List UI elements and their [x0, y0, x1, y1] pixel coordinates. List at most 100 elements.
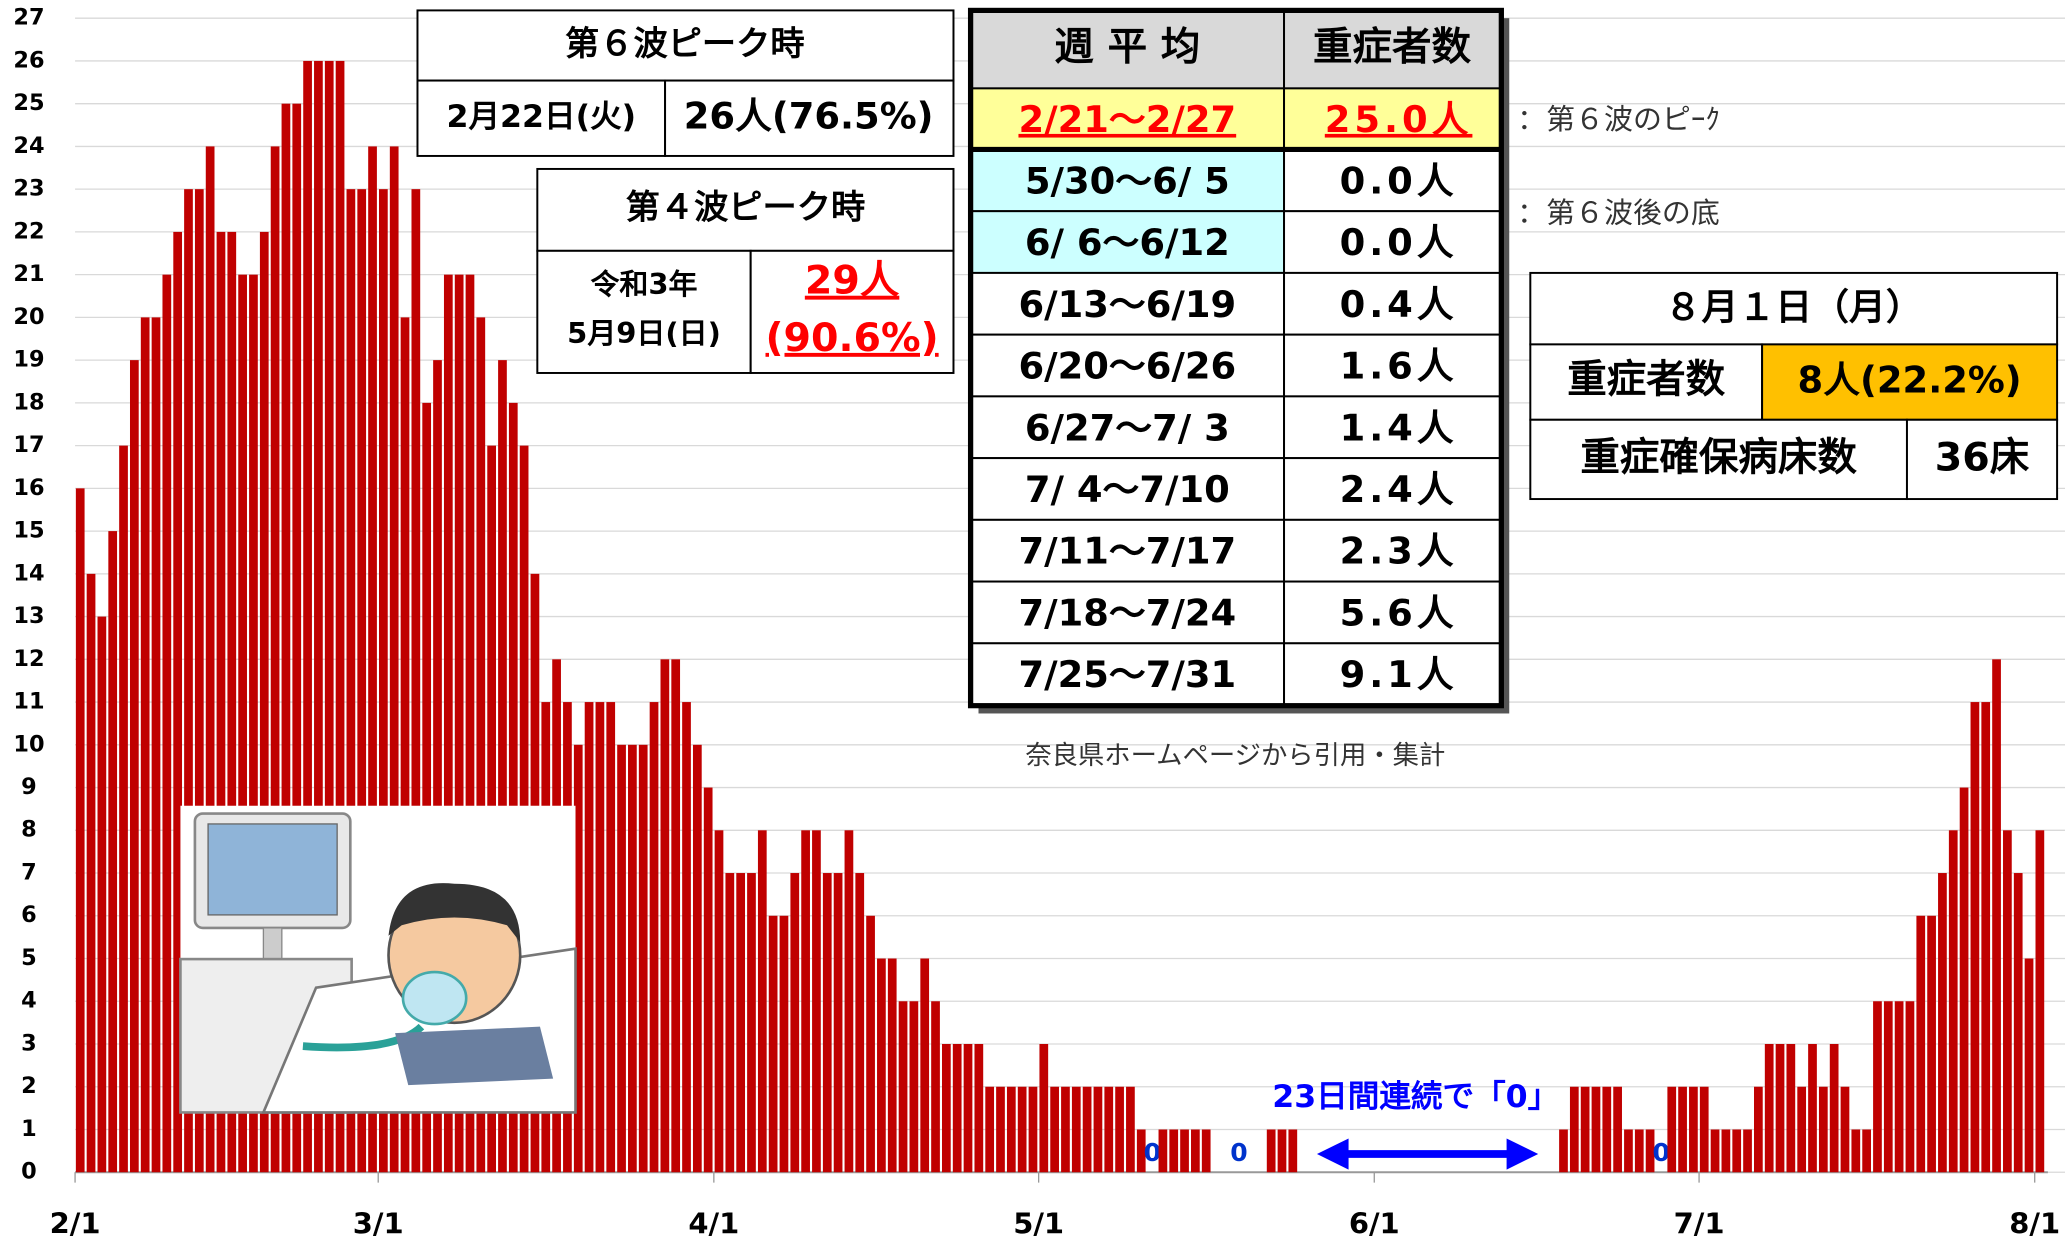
annotation: 23日間連続で「0」 [1272, 1079, 1559, 1115]
bar [194, 189, 204, 1173]
bar [649, 702, 659, 1173]
bar [151, 317, 161, 1173]
bar [1061, 1086, 1070, 1173]
arrow [1316, 1138, 1539, 1170]
source: 奈良県ホームページから引用・集計 [1025, 741, 1445, 771]
table-cell [969, 457, 1286, 521]
cell-text: 1.6人 [1340, 345, 1458, 388]
bar [1981, 702, 1991, 1173]
y-tick-label: 21 [13, 261, 44, 287]
bar [1840, 1086, 1850, 1173]
bar [1126, 1086, 1135, 1173]
bar [411, 189, 421, 1173]
bar [2013, 873, 2023, 1173]
bar [75, 488, 85, 1173]
bar [920, 958, 930, 1173]
cell-text: 29人 [805, 259, 900, 304]
bar [1645, 1129, 1655, 1173]
bar [357, 189, 367, 1173]
bar [1288, 1129, 1298, 1173]
table-cell [969, 642, 1286, 707]
cell-text: 2/21～2/27 [1018, 98, 1236, 141]
cell-text: 重症者数 [1567, 358, 1726, 403]
bar [1169, 1129, 1179, 1173]
bar [2035, 830, 2045, 1173]
table-cell [749, 249, 955, 374]
bar [736, 873, 746, 1173]
bar [205, 146, 215, 1173]
bar [617, 744, 626, 1173]
cell-text: 6/ 6～6/12 [1025, 221, 1230, 264]
bar [1862, 1129, 1871, 1173]
cell-text: 26人(76.5%) [684, 95, 934, 138]
table-cell [1283, 9, 1503, 90]
table-cell [536, 249, 752, 374]
bar [346, 189, 356, 1173]
table-cell [1529, 271, 2059, 346]
bar [281, 103, 291, 1173]
bar [638, 744, 648, 1173]
bar [173, 231, 183, 1173]
y-tick-label: 16 [13, 475, 44, 501]
bar [682, 702, 691, 1173]
illustration [179, 805, 577, 1114]
table-cell [1283, 333, 1503, 398]
bar [324, 60, 334, 1173]
hair [388, 883, 521, 943]
cell-text: 0.0人 [1340, 160, 1458, 203]
bar [433, 360, 442, 1173]
bar [1071, 1086, 1081, 1173]
bar [1667, 1086, 1677, 1173]
bar [1104, 1086, 1114, 1173]
bar [508, 402, 518, 1173]
x-tick-label: 7/1 [1674, 1207, 1725, 1241]
cell-text: 6/13～6/19 [1018, 283, 1236, 326]
cell-text: 5月9日(日) [567, 316, 721, 350]
cell-text: 25.0人 [1325, 98, 1473, 141]
bar [714, 830, 724, 1173]
bar [822, 873, 832, 1173]
table-cell [1905, 418, 2059, 501]
y-tick-label: 12 [13, 646, 44, 672]
bar [249, 274, 258, 1173]
y-tick-label: 20 [13, 304, 44, 330]
bar [303, 60, 312, 1173]
bar [877, 958, 886, 1173]
bar [703, 787, 713, 1173]
cell-text: 5.6人 [1340, 592, 1458, 635]
bar [606, 702, 616, 1173]
bar [2024, 958, 2034, 1173]
y-tick-label: 9 [21, 774, 37, 800]
bar [833, 873, 843, 1173]
cell-text: 2月22日(火) [447, 99, 637, 135]
bar [1721, 1129, 1731, 1173]
table-cell [536, 167, 955, 252]
bar [779, 915, 789, 1173]
y-tick-label: 25 [13, 90, 44, 116]
y-tick-label: 22 [13, 218, 44, 244]
bar [1851, 1129, 1861, 1173]
bar [1732, 1129, 1742, 1173]
y-tick-label: 7 [21, 860, 37, 886]
bar [1678, 1086, 1687, 1173]
bar [400, 317, 410, 1173]
bar [1959, 787, 1969, 1173]
bar [1580, 1086, 1590, 1173]
bar [238, 274, 247, 1173]
y-tick-label: 0 [21, 1159, 37, 1185]
x-tick-label: 8/1 [2009, 1207, 2060, 1241]
y-tick-label: 8 [21, 817, 37, 843]
cell-text: 第４波ピーク時 [626, 188, 866, 228]
cell-text: 2.4人 [1340, 468, 1458, 511]
mask [401, 970, 468, 1026]
bar [1743, 1129, 1752, 1173]
y-tick-label: 1 [21, 1116, 37, 1142]
cell-text: 0.4人 [1340, 283, 1458, 326]
bar [1905, 1001, 1915, 1173]
y-tick-label: 3 [21, 1031, 37, 1057]
x-tick-label: 4/1 [688, 1207, 739, 1241]
table-cell [1283, 518, 1503, 583]
cell-text: 8人(22.2%) [1798, 359, 2022, 402]
bar [1775, 1044, 1785, 1173]
